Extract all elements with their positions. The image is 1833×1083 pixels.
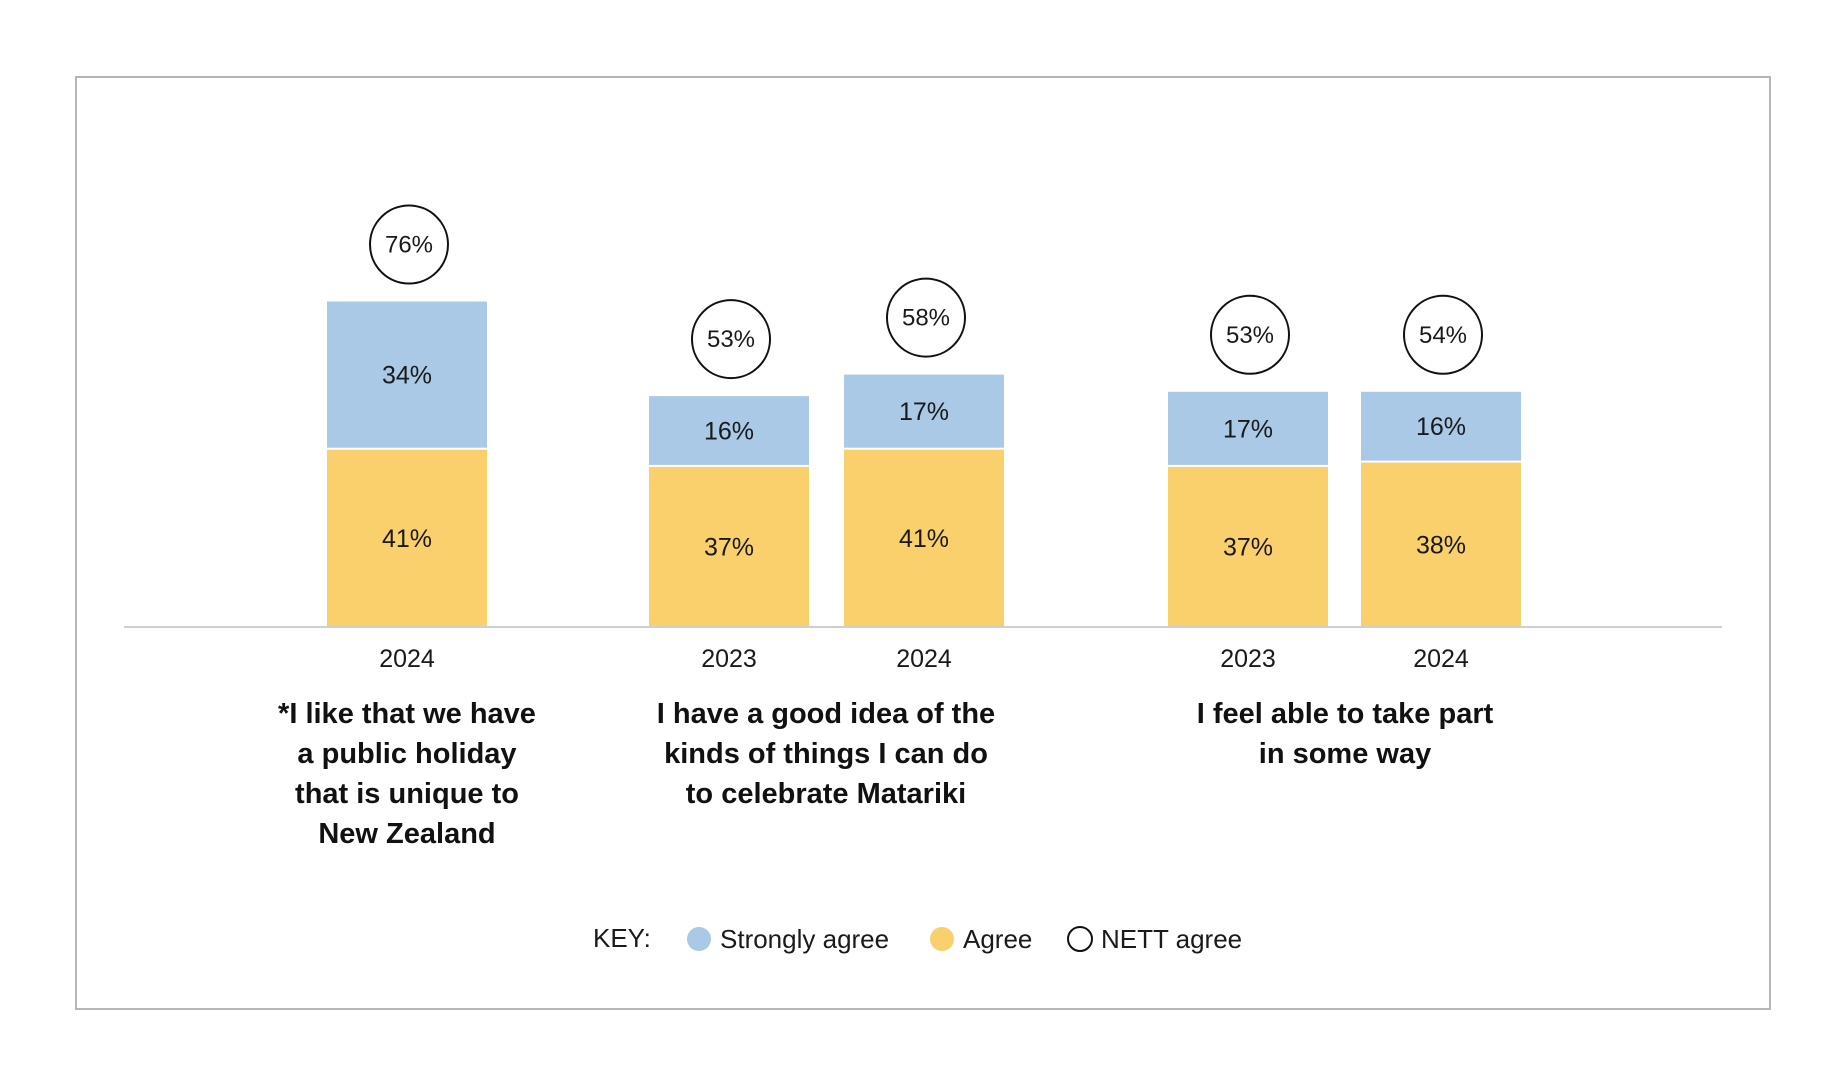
- year-label-g2-2024: 2024: [1413, 645, 1469, 673]
- group-label-2-line-0: I feel able to take part: [1197, 698, 1494, 730]
- nett-circle-g1-2024: [886, 277, 966, 358]
- nett-circle-g1-2023: [691, 299, 771, 380]
- group-label-0-line-1: a public holiday: [297, 738, 516, 770]
- chart-frame: 41% 34% 76% 2024 *I like that we have a publi…: [75, 76, 1771, 1010]
- label-agree-g1-2024: 41%: [899, 525, 949, 553]
- label-strongly-agree-g0-2024: 34%: [382, 362, 432, 390]
- labels-layer: 41% 34% 76% 2024 *I like that we have a publi…: [278, 204, 1494, 850]
- year-label-g0-2024: 2024: [379, 645, 435, 673]
- legend-key-label: KEY:: [593, 923, 651, 953]
- nett-label-g0-2024: 76%: [385, 232, 433, 259]
- legend: KEY: Strongly agree Agree NETT agree: [593, 923, 1242, 954]
- group-label-1-line-0: I have a good idea of the: [657, 698, 995, 730]
- legend-marker-strongly-agree: [687, 927, 711, 951]
- group-label-0: *I like that we have a public holiday that…: [278, 698, 536, 850]
- legend-marker-agree: [930, 927, 954, 951]
- label-agree-g2-2023: 37%: [1223, 533, 1273, 561]
- year-label-g1-2023: 2023: [701, 645, 757, 673]
- label-agree-g1-2023: 37%: [704, 533, 754, 561]
- bar-agree-g2-2024: [1361, 462, 1521, 626]
- bar-strongly-agree-g1-2023: [649, 396, 809, 465]
- chart-svg: 41% 34% 76% 2024 *I like that we have a publi…: [124, 204, 1722, 954]
- nett-circle-g2-2023: [1210, 294, 1290, 375]
- bar-agree-g1-2023: [649, 466, 809, 626]
- label-strongly-agree-g2-2024: 16%: [1416, 413, 1466, 441]
- group-label-2-line-1: in some way: [1259, 738, 1431, 770]
- nett-label-g2-2024: 54%: [1419, 322, 1467, 349]
- nett-label-g1-2023: 53%: [707, 326, 755, 353]
- bar-strongly-agree-g1-2024: [844, 374, 1004, 448]
- year-label-g1-2024: 2024: [896, 645, 952, 673]
- bar-agree-g1-2024: [844, 449, 1004, 626]
- group-label-0-line-2: that is unique to: [295, 778, 519, 810]
- label-agree-g2-2024: 38%: [1416, 531, 1466, 559]
- label-strongly-agree-g2-2023: 17%: [1223, 415, 1273, 443]
- bar-strongly-agree-g0-2024: [327, 301, 487, 448]
- label-agree-g0-2024: 41%: [382, 525, 432, 553]
- year-label-g2-2023: 2023: [1220, 645, 1276, 673]
- bar-agree-g0-2024: [327, 449, 487, 626]
- group-label-0-line-0: *I like that we have: [278, 698, 536, 730]
- legend-items: Strongly agree Agree NETT agree: [687, 924, 1242, 954]
- nett-label-g1-2024: 58%: [902, 305, 950, 332]
- nett-circle-g0-2024: [369, 204, 449, 285]
- group-label-2: I feel able to take part in some way: [1197, 698, 1494, 770]
- label-strongly-agree-g1-2024: 17%: [899, 398, 949, 426]
- legend-label-strongly-agree: Strongly agree: [720, 924, 889, 954]
- group-label-0-line-3: New Zealand: [318, 818, 495, 850]
- nett-label-g2-2023: 53%: [1226, 322, 1274, 349]
- bars-layer: [327, 301, 1521, 626]
- legend-label-agree: Agree: [963, 924, 1032, 954]
- bar-strongly-agree-g2-2024: [1361, 391, 1521, 461]
- group-label-1-line-1: kinds of things I can do: [664, 738, 988, 770]
- group-label-1: I have a good idea of the kinds of things…: [657, 698, 995, 810]
- label-strongly-agree-g1-2023: 16%: [704, 418, 754, 446]
- legend-label-nett-agree: NETT agree: [1101, 924, 1242, 954]
- group-label-1-line-2: to celebrate Matariki: [686, 778, 966, 810]
- legend-marker-nett-agree: [1067, 926, 1093, 952]
- bar-agree-g2-2023: [1168, 466, 1328, 626]
- bar-strongly-agree-g2-2023: [1168, 391, 1328, 465]
- nett-circle-g2-2024: [1403, 294, 1483, 375]
